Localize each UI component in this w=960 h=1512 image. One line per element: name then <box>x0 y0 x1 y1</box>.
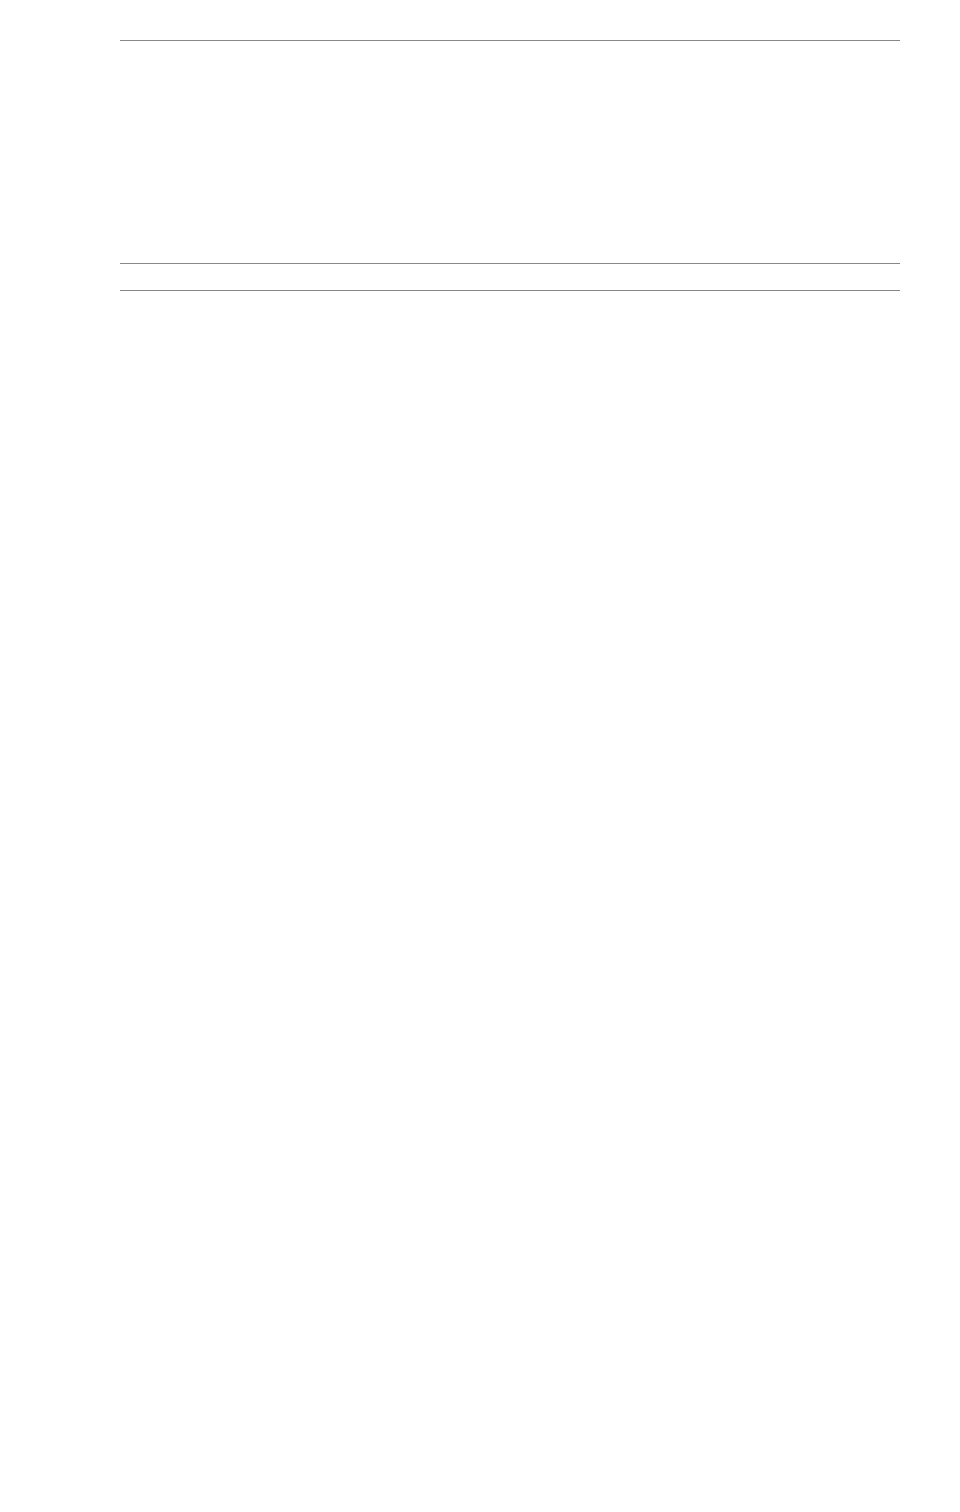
chart7-yaxis <box>60 40 120 41</box>
chart9-plot <box>120 290 900 291</box>
chart7 <box>60 40 900 41</box>
chart8-plot <box>120 63 900 264</box>
chart8 <box>60 63 900 268</box>
chart7-plot <box>120 40 900 41</box>
chart8-bars <box>120 63 900 263</box>
page <box>0 0 960 351</box>
chart8-yaxis <box>60 63 120 264</box>
chart9-yaxis <box>60 290 120 291</box>
chart9 <box>60 290 900 291</box>
